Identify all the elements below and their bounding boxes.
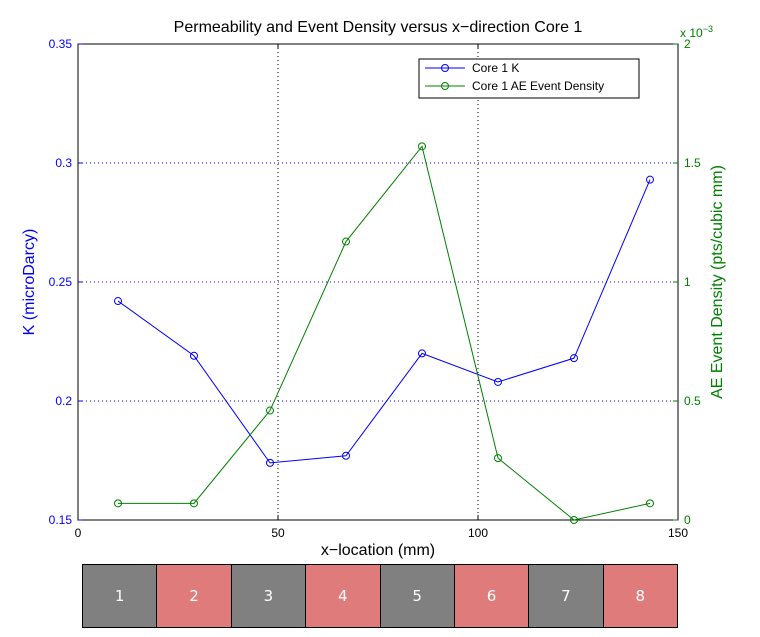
y-axis-right-multiplier-base: x 10 [680, 26, 703, 40]
legend: Core 1 K Core 1 AE Event Density [418, 58, 640, 99]
data-point-ae-density [570, 516, 578, 524]
data-series [114, 142, 654, 524]
x-tick-label: 100 [468, 526, 488, 540]
data-point-core1-k [342, 451, 350, 460]
y-axis-right-label: AE Event Density (pts/cubic mm) [709, 165, 726, 399]
core-segment-4: 4 [306, 565, 381, 627]
grid-lines [78, 44, 678, 520]
data-point-core1-k [418, 349, 426, 358]
y-axis-right-multiplier-exponent: −3 [703, 24, 713, 34]
data-point-ae-density [114, 499, 122, 508]
y-right-tick-label: 1 [684, 275, 691, 289]
y-left-tick-label: 0.2 [55, 394, 72, 408]
data-point-ae-density [418, 142, 426, 151]
data-point-core1-k [646, 175, 654, 184]
y-right-tick-label: 2 [684, 37, 691, 51]
legend-label-ae-density: Core 1 AE Event Density [472, 79, 604, 93]
y-left-tick-label: 0.3 [55, 156, 72, 170]
core-segment-8: 8 [603, 565, 677, 627]
core-segment-7: 7 [529, 565, 604, 627]
core-segment-1: 1 [83, 565, 158, 627]
data-point-core1-k [570, 354, 578, 363]
y-right-tick-label: 0.5 [684, 394, 701, 408]
y-axis-left-label: K (microDarcy) [21, 229, 38, 336]
data-point-ae-density [342, 237, 350, 246]
y-right-tick-label: 0 [684, 513, 691, 527]
data-point-ae-density [190, 499, 198, 508]
core-segment-3: 3 [231, 565, 307, 627]
y-axis-right-multiplier: x 10−3 [680, 24, 713, 40]
y-left-tick-label: 0.15 [49, 513, 73, 527]
data-point-ae-density [494, 454, 502, 463]
data-point-core1-k [494, 377, 502, 386]
x-tick-label: 150 [668, 526, 688, 540]
axis-ticks: 0 50 100 150 0.15 0.2 0.25 0.3 0.35 0 0.5 1 1.5 2 [49, 37, 701, 540]
legend-box [418, 58, 640, 99]
legend-label-core1-k: Core 1 K [472, 61, 519, 75]
y-right-tick-label: 1.5 [684, 156, 701, 170]
core-segment-2: 2 [157, 565, 232, 627]
y-left-tick-label: 0.35 [49, 37, 73, 51]
legend-marker-ae-density [441, 82, 449, 90]
data-point-core1-k [266, 458, 274, 467]
x-tick-label: 0 [75, 526, 82, 540]
data-point-ae-density [266, 406, 274, 415]
y-left-tick-label: 0.25 [49, 275, 73, 289]
chart: Permeability and Event Density versus x−… [21, 19, 726, 559]
chart-title: Permeability and Event Density versus x−… [174, 19, 583, 36]
data-point-core1-k [114, 297, 122, 306]
core-segment-6: 6 [454, 565, 530, 627]
series-line-ae-density [118, 145, 651, 521]
x-axis-label: x−location (mm) [321, 542, 435, 559]
data-point-core1-k [190, 351, 198, 360]
series-line-core1-k [117, 179, 651, 464]
core-segment-5: 5 [380, 565, 455, 627]
data-point-ae-density [646, 499, 654, 508]
legend-marker-core1-k [441, 64, 449, 72]
x-tick-label: 50 [271, 526, 285, 540]
